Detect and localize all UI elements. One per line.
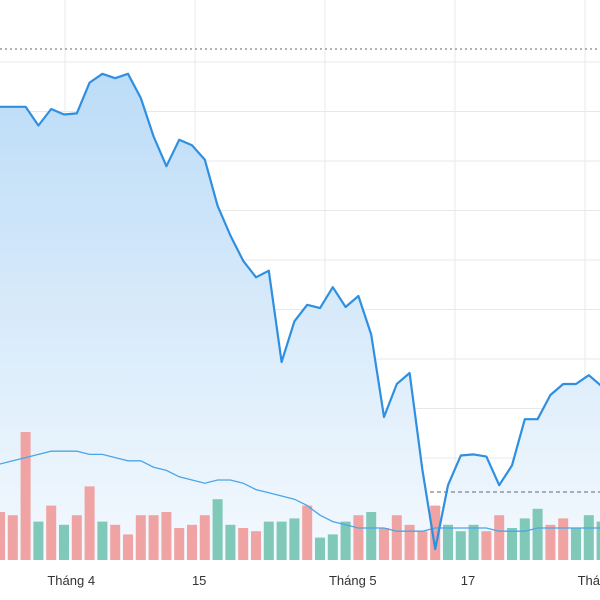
- volume-bar: [532, 508, 543, 560]
- volume-bar: [135, 515, 146, 560]
- volume-bar: [417, 531, 428, 560]
- volume-bar: [212, 499, 223, 560]
- volume-bar: [558, 518, 569, 560]
- volume-bar: [33, 521, 44, 560]
- x-tick-label: Tháng 5: [329, 573, 377, 588]
- volume-bar: [276, 521, 287, 560]
- volume-bar: [494, 515, 505, 560]
- volume-layer: [0, 432, 600, 560]
- volume-bar: [507, 528, 517, 560]
- volume-bar: [7, 515, 18, 560]
- volume-bar: [545, 524, 556, 560]
- x-axis-ticks: Tháng 4 15 Tháng 5 17 Tháng: [47, 573, 600, 588]
- volume-bar: [583, 515, 594, 560]
- volume-bar: [391, 515, 402, 560]
- volume-bar: [519, 518, 530, 560]
- volume-bar: [366, 512, 377, 560]
- volume-bar: [225, 524, 236, 560]
- volume-bar: [199, 515, 210, 560]
- volume-bar: [379, 528, 389, 560]
- x-tick-label: Tháng 4: [47, 573, 95, 588]
- volume-bar: [455, 531, 466, 560]
- x-tick-label: 17: [461, 573, 475, 588]
- volume-bar: [289, 518, 300, 560]
- volume-bar: [174, 528, 185, 560]
- volume-bar: [404, 524, 415, 560]
- volume-bar: [327, 534, 338, 560]
- volume-bar: [71, 515, 82, 560]
- volume-bar: [161, 512, 172, 560]
- volume-ma-line: [0, 450, 600, 532]
- volume-bar: [238, 528, 249, 560]
- volume-bar: [251, 531, 261, 560]
- price-line-layer: [0, 72, 600, 551]
- volume-bar: [302, 505, 313, 560]
- volume-bar: [0, 512, 5, 560]
- volume-bar: [353, 515, 364, 560]
- volume-bar: [97, 521, 108, 560]
- volume-bar: [468, 524, 479, 560]
- volume-ma-layer: [0, 450, 600, 532]
- volume-bar: [20, 432, 31, 560]
- volume-bar: [340, 521, 351, 560]
- volume-bar: [84, 486, 95, 560]
- volume-bar: [430, 505, 441, 560]
- volume-bar: [571, 528, 581, 560]
- volume-bar: [596, 521, 600, 560]
- volume-bar: [148, 515, 159, 560]
- volume-bar: [123, 534, 133, 560]
- volume-bar: [315, 537, 325, 560]
- volume-bar: [263, 521, 274, 560]
- volume-bar: [443, 524, 453, 560]
- volume-bar: [187, 524, 197, 560]
- x-tick-label: 15: [192, 573, 206, 588]
- price-area: [0, 73, 600, 560]
- volume-bar: [110, 524, 121, 560]
- price-area-layer: [0, 73, 600, 560]
- volume-bar: [481, 531, 492, 560]
- x-tick-label: Tháng: [578, 573, 600, 588]
- volume-bar: [46, 505, 57, 560]
- volume-bar: [59, 524, 69, 560]
- price-line: [0, 72, 600, 551]
